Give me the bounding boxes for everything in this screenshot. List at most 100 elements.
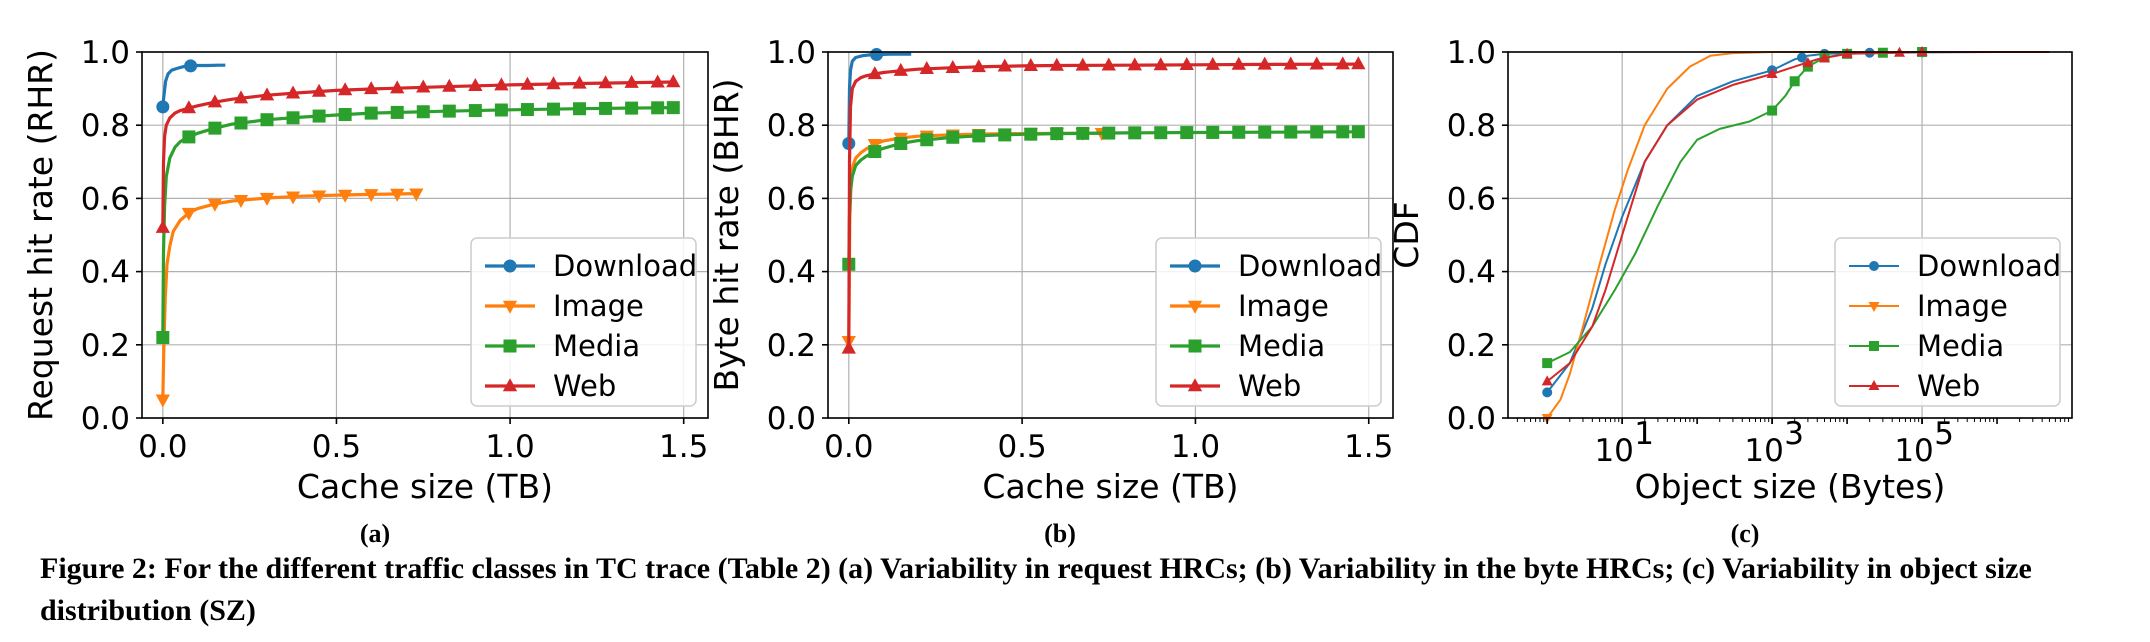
y-tick-label: 0.2 [81, 328, 130, 364]
data-point-media-16 [1258, 125, 1272, 139]
data-point-web-7 [1023, 58, 1038, 72]
data-point-web-18 [1309, 56, 1324, 70]
data-point-web-11 [1127, 57, 1142, 71]
data-point-media-19 [651, 101, 665, 115]
data-point-web-10 [1101, 57, 1116, 71]
data-point-web-18 [624, 74, 639, 88]
data-point-media-3 [920, 133, 934, 147]
data-point-web-10 [416, 79, 431, 93]
data-point-media-1 [182, 130, 196, 144]
data-point-media-12 [1154, 126, 1168, 140]
y-tick-label: 0.4 [1447, 255, 1496, 291]
data-point-image-4 [259, 192, 275, 206]
data-point-media-18 [625, 101, 639, 115]
data-point-web-11 [442, 78, 457, 92]
data-point-download-1 [184, 59, 198, 73]
x-axis-label: Cache size (TB) [982, 467, 1238, 506]
data-point-web-12 [468, 78, 483, 92]
data-point-media-4 [946, 130, 960, 144]
plot-frame [141, 51, 709, 419]
data-point-media-7 [1024, 127, 1038, 141]
legend-label-web: Web [553, 369, 616, 403]
data-point-web-20 [666, 74, 681, 88]
x-tick-label: 1.0 [485, 429, 534, 465]
y-tick-label: 0.0 [81, 401, 130, 437]
legend-label-media: Media [553, 329, 640, 363]
y-axis-label: CDF [1387, 201, 1426, 268]
data-point-media-2 [1789, 76, 1800, 87]
legend-box [1834, 237, 2061, 407]
data-point-web-17 [1283, 56, 1298, 70]
data-point-web-13 [494, 77, 509, 91]
legend-box [470, 237, 697, 407]
legend-marker-web [502, 378, 518, 392]
x-tick-label: 10 [1744, 433, 1783, 469]
y-tick-label: 0.6 [1447, 181, 1496, 217]
data-point-image-3 [233, 195, 249, 209]
data-point-web-14 [520, 76, 535, 90]
legend-marker-image [1187, 300, 1203, 314]
series-line-image [161, 192, 417, 400]
series-line-download [847, 52, 912, 144]
x-tick-label: 10 [1894, 433, 1933, 469]
legend-label-download: Download [1238, 249, 1382, 283]
series-line-image [847, 131, 1102, 342]
y-tick-label: 1.0 [767, 35, 816, 71]
legend-label-media: Media [1238, 329, 1325, 363]
data-point-web-19 [650, 74, 665, 88]
data-point-web-5 [285, 85, 301, 99]
data-point-web-20 [1351, 56, 1366, 70]
data-point-media-14 [520, 103, 534, 117]
legend-label-web: Web [1917, 369, 1980, 403]
data-point-image-1 [181, 207, 197, 221]
data-point-media-11 [1128, 126, 1142, 140]
subfigure-label-c: (c) [1731, 519, 1760, 548]
data-point-media-1 [1767, 105, 1778, 116]
legend-label-download: Download [553, 249, 697, 283]
y-axis-label: Byte hit rate (BHR) [707, 78, 746, 391]
data-point-media-13 [494, 103, 508, 117]
data-point-image-0 [155, 394, 170, 408]
y-tick-label: 0.8 [767, 108, 816, 144]
data-point-image-5 [285, 191, 301, 205]
y-tick-label: 0.8 [81, 108, 130, 144]
data-point-web-0 [841, 340, 856, 354]
data-point-media-2 [894, 137, 908, 150]
legend-marker-web [1868, 380, 1880, 390]
legend-marker-media [1869, 341, 1879, 351]
data-point-media-2 [208, 121, 222, 135]
data-point-web-15 [1231, 56, 1246, 70]
data-point-media-19 [1336, 125, 1350, 139]
data-point-media-10 [1102, 126, 1116, 140]
data-point-media-12 [468, 104, 482, 118]
x-tick-label: 10 [1594, 433, 1633, 469]
data-point-web-8 [364, 81, 379, 95]
data-point-media-15 [546, 102, 560, 116]
plot-frame [1507, 51, 2073, 419]
subfigure-label-b: (b) [1044, 519, 1076, 548]
legend-label-web: Web [1238, 369, 1301, 403]
data-point-web-19 [1335, 56, 1350, 70]
data-point-image-10 [409, 188, 424, 202]
data-point-web-3 [233, 90, 249, 104]
y-tick-label: 1.0 [81, 35, 130, 71]
data-point-media-9 [1076, 126, 1090, 140]
x-tick-exponent: 3 [1784, 416, 1804, 452]
data-point-web-6 [997, 58, 1012, 72]
legend-label-image: Image [1238, 289, 1329, 323]
data-point-web-13 [1179, 57, 1194, 71]
data-point-web-6 [1916, 46, 1928, 56]
figure-caption: Figure 2: For the different traffic clas… [40, 552, 2032, 627]
data-point-web-8 [1049, 57, 1064, 71]
data-point-web-4 [945, 59, 960, 73]
y-tick-label: 0.6 [81, 181, 130, 217]
legend-box [1155, 237, 1382, 407]
y-tick-label: 0.0 [1447, 401, 1496, 437]
x-tick-label: 1.5 [659, 429, 708, 465]
data-point-web-7 [337, 82, 353, 96]
data-point-media-0 [156, 330, 170, 344]
x-axis-label: Cache size (TB) [297, 467, 553, 506]
legend-marker-download [1869, 261, 1879, 271]
